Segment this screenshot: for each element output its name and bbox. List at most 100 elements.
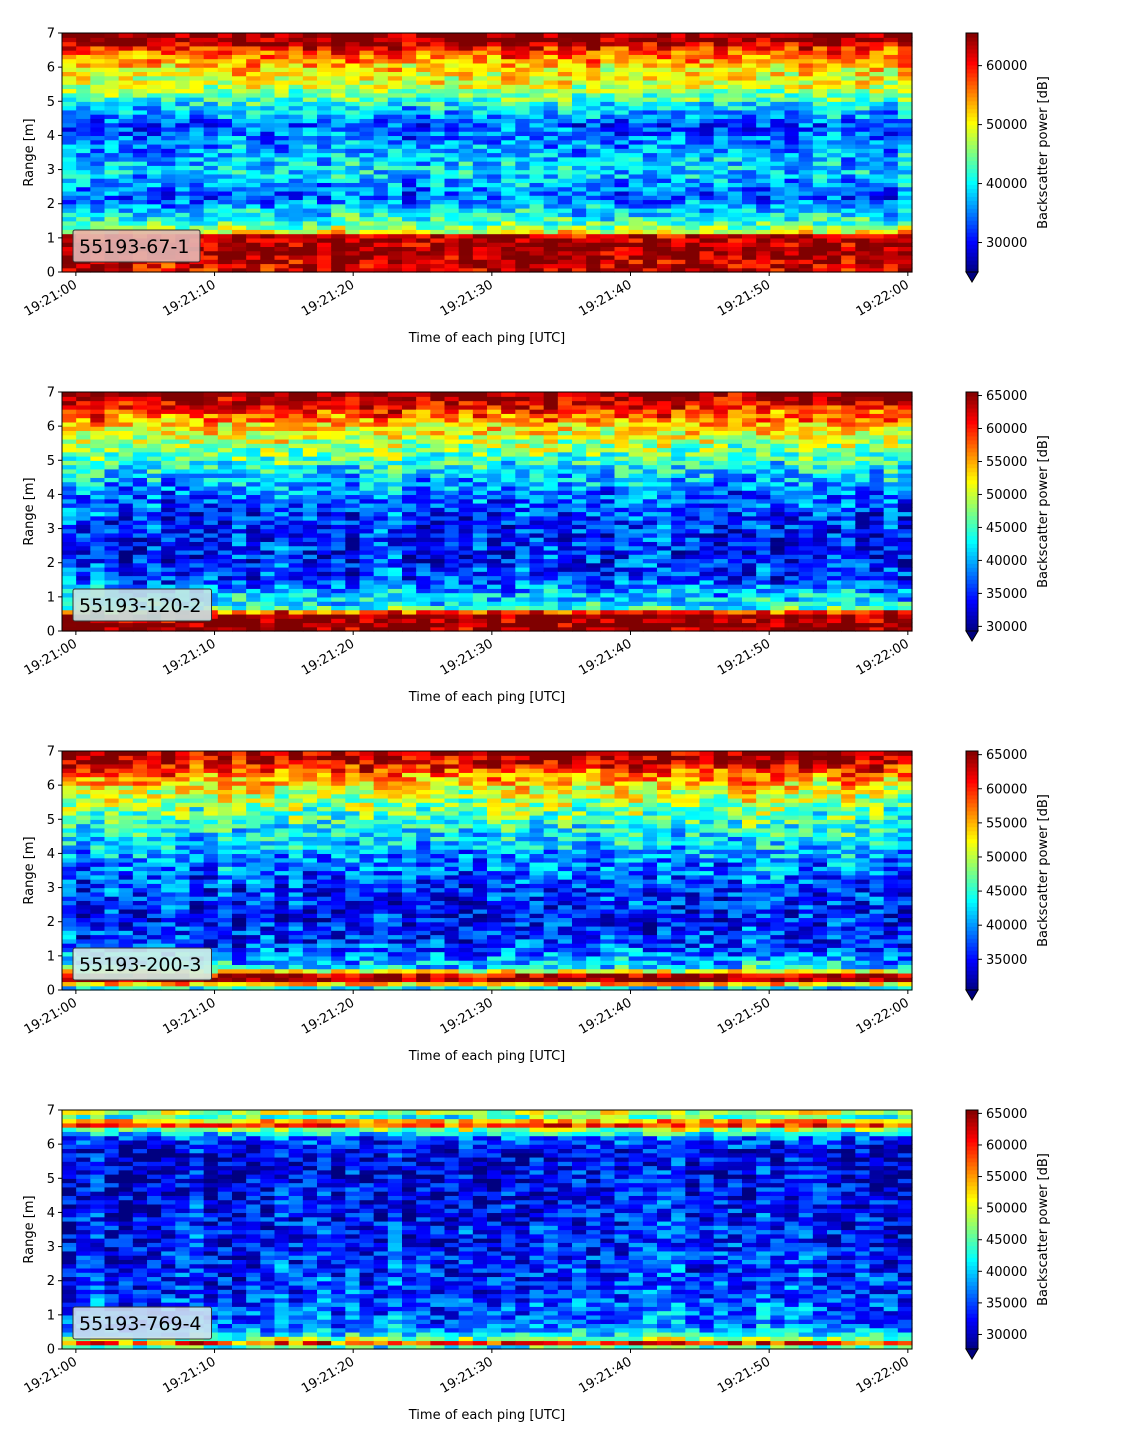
- colorbar-label: Backscatter power [dB]: [1036, 794, 1051, 947]
- y-tick-label: 1: [47, 1308, 55, 1323]
- y-tick-label: 5: [47, 454, 55, 469]
- y-tick-label: 1: [47, 949, 55, 964]
- y-axis-label: Range [m]: [22, 836, 37, 904]
- colorbar-tick-label: 35000: [986, 953, 1027, 968]
- colorbar-tick-label: 30000: [986, 1328, 1027, 1343]
- colorbar-extend-arrow: [965, 271, 979, 283]
- panel-label: 55193-769-4: [79, 1313, 202, 1335]
- x-tick-label: 19:21:30: [438, 277, 496, 319]
- y-tick-label: 4: [47, 1206, 55, 1221]
- panel-label: 55193-200-3: [79, 954, 202, 976]
- colorbar: 30000 40000 50000 60000 Backscatter power [d…: [965, 32, 1051, 283]
- x-tick-label: 19:21:20: [299, 1354, 357, 1396]
- y-tick-label: 7: [47, 27, 55, 42]
- y-tick-label: 1: [47, 590, 55, 605]
- colorbar: 30000 35000 40000 45000 50000 55000 60000 65000…: [965, 389, 1051, 642]
- panel-label-box: [72, 1306, 212, 1340]
- x-axis-label: Time of each ping [UTC]: [408, 331, 566, 346]
- colorbar-tick-label: 55000: [986, 455, 1027, 470]
- colorbar-tick-label: 60000: [986, 782, 1027, 797]
- y-tick-label: 3: [47, 881, 55, 896]
- x-tick-label: 19:21:30: [438, 1354, 496, 1396]
- colorbar-tick-label: 40000: [986, 919, 1027, 934]
- colorbar-tick-label: 40000: [986, 554, 1027, 569]
- y-tick-label: 3: [47, 163, 55, 178]
- x-axis-label: Time of each ping [UTC]: [408, 690, 566, 705]
- colorbar-tick-label: 50000: [986, 488, 1027, 503]
- colorbar-tick-label: 45000: [986, 1233, 1027, 1248]
- x-tick-label: 19:21:50: [715, 995, 773, 1037]
- x-tick-label: 19:21:00: [22, 995, 80, 1037]
- y-tick-label: 4: [47, 847, 55, 862]
- y-tick-label: 2: [47, 1274, 55, 1289]
- colorbar-extend-arrow: [965, 1348, 979, 1360]
- panel-label-box: [72, 588, 212, 622]
- y-tick-label: 6: [47, 1138, 55, 1153]
- heatmap: [62, 33, 913, 273]
- colorbar-label: Backscatter power [dB]: [1036, 76, 1051, 229]
- x-tick-label: 19:21:40: [576, 1354, 634, 1396]
- colorbar-extend-arrow: [965, 989, 979, 1001]
- y-axis-label: Range [m]: [22, 118, 37, 186]
- colorbar-tick-label: 50000: [986, 118, 1027, 133]
- colorbar-label: Backscatter power [dB]: [1036, 435, 1051, 588]
- x-tick-label: 19:21:10: [160, 277, 218, 319]
- y-tick-label: 7: [47, 1104, 55, 1119]
- heatmap: [62, 392, 913, 632]
- y-tick-label: 2: [47, 915, 55, 930]
- x-tick-label: 19:21:40: [576, 636, 634, 678]
- y-tick-label: 7: [47, 745, 55, 760]
- axes-frame: [61, 391, 913, 632]
- x-axis-label: Time of each ping [UTC]: [408, 1049, 566, 1064]
- panel-label: 55193-120-2: [79, 595, 202, 617]
- colorbar-tick-label: 40000: [986, 1265, 1027, 1280]
- y-tick-label: 0: [47, 625, 55, 640]
- x-tick-label: 19:21:20: [299, 636, 357, 678]
- x-axis-label: Time of each ping [UTC]: [408, 1408, 566, 1423]
- panel-1: 0 1 2 3 4 5 6 7 19:21:00 19:21:10 19:21:20 19:21:30…: [22, 27, 1051, 347]
- panel-2: 0 1 2 3 4 5 6 7 19:21:00 19:21:10 19:21:20 19:21:30…: [22, 386, 1051, 706]
- heatmap: [62, 1110, 913, 1350]
- colorbar: 30000 35000 40000 45000 50000 55000 60000 65000…: [965, 1107, 1051, 1360]
- colorbar-tick-label: 55000: [986, 816, 1027, 831]
- colorbar-tick-label: 45000: [986, 885, 1027, 900]
- x-tick-label: 19:21:40: [576, 995, 634, 1037]
- colorbar-tick-label: 50000: [986, 850, 1027, 865]
- colorbar-tick-label: 60000: [986, 422, 1027, 437]
- axes-frame: [61, 750, 913, 991]
- colorbar-tick-label: 30000: [986, 236, 1027, 251]
- y-tick-label: 3: [47, 522, 55, 537]
- panel-3: 0 1 2 3 4 5 6 7 19:21:00 19:21:10 19:21:20 19:21:30…: [22, 745, 1051, 1065]
- y-axis-label: Range [m]: [22, 477, 37, 545]
- x-tick-label: 19:22:00: [854, 995, 912, 1037]
- y-tick-label: 3: [47, 1240, 55, 1255]
- y-tick-label: 0: [47, 266, 55, 281]
- y-tick-label: 0: [47, 1343, 55, 1358]
- y-tick-label: 4: [47, 129, 55, 144]
- colorbar-tick-label: 60000: [986, 1138, 1027, 1153]
- y-tick-label: 5: [47, 813, 55, 828]
- panel-label-box: [72, 947, 212, 981]
- y-tick-label: 5: [47, 95, 55, 110]
- colorbar-extend-arrow: [965, 630, 979, 642]
- colorbar-tick-label: 65000: [986, 748, 1027, 763]
- x-tick-label: 19:21:10: [160, 1354, 218, 1396]
- x-tick-label: 19:21:30: [438, 636, 496, 678]
- colorbar-tick-label: 30000: [986, 620, 1027, 635]
- x-tick-label: 19:22:00: [854, 636, 912, 678]
- y-tick-label: 6: [47, 420, 55, 435]
- y-tick-label: 5: [47, 1172, 55, 1187]
- x-tick-label: 19:21:50: [715, 636, 773, 678]
- x-tick-label: 19:21:20: [299, 277, 357, 319]
- colorbar-tick-label: 50000: [986, 1202, 1027, 1217]
- y-tick-label: 4: [47, 488, 55, 503]
- x-tick-label: 19:21:50: [715, 1354, 773, 1396]
- colorbar-tick-label: 35000: [986, 587, 1027, 602]
- panel-label: 55193-67-1: [79, 236, 189, 258]
- colorbar-tick-label: 65000: [986, 1107, 1027, 1122]
- y-tick-label: 6: [47, 61, 55, 76]
- panel-4: 0 1 2 3 4 5 6 7 19:21:00 19:21:10 19:21:20 19:21:30…: [22, 1104, 1051, 1424]
- x-tick-label: 19:21:30: [438, 995, 496, 1037]
- x-tick-label: 19:22:00: [854, 1354, 912, 1396]
- y-tick-label: 7: [47, 386, 55, 401]
